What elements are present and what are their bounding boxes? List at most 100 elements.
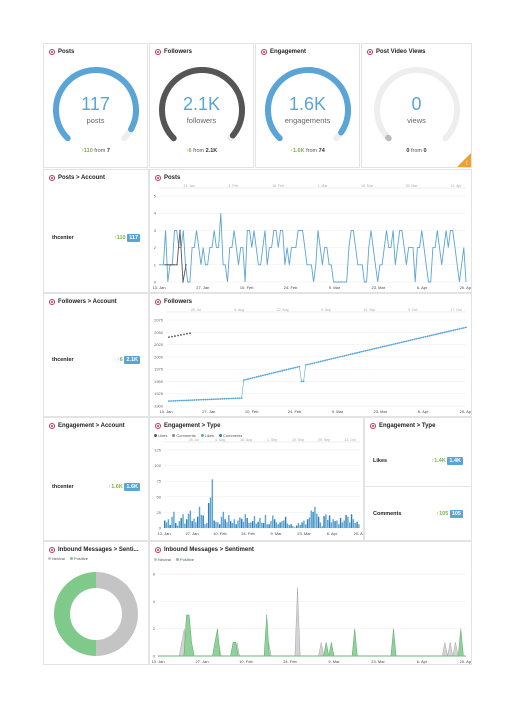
- y-tick-label: 1: [154, 262, 157, 267]
- y-tick-label: 50: [157, 494, 162, 499]
- data-point: [439, 332, 442, 335]
- chart-legend[interactable]: Neutral Positive: [48, 556, 88, 561]
- instagram-icon: [370, 423, 376, 429]
- followers-line-chart[interactable]: 1900 1925 1950 1975 2000 2025 2050 2075 13. Jan 2…: [150, 308, 471, 416]
- legend-item[interactable]: Likes: [200, 433, 215, 438]
- data-point: [437, 332, 440, 335]
- bar: [297, 523, 300, 528]
- x-tick-label: 10. Feb: [240, 285, 254, 290]
- bar: [231, 523, 234, 528]
- posts-line-chart[interactable]: 0 1 2 3 4 5 13. Jan 27. Jan 10. Feb 24. Feb 9. Mar…: [150, 184, 471, 292]
- delta-value: ↑1.6K: [108, 484, 123, 490]
- top-tick-label: 17. Oct: [450, 308, 461, 312]
- bar: [292, 526, 294, 528]
- data-point: [336, 356, 339, 359]
- y-tick-label: 2075: [154, 318, 164, 323]
- data-point: [428, 334, 431, 337]
- posts-account-panel: Posts > Account thcenter ↑110 117: [43, 169, 149, 293]
- data-point: [187, 399, 190, 402]
- data-point: [202, 398, 205, 401]
- x-tick-label: 13. Jan: [157, 531, 170, 536]
- y-tick-label: 0: [154, 280, 157, 285]
- gauge-delta: ↑6: [185, 148, 192, 154]
- data-point: [219, 398, 222, 400]
- posts-gauge-card[interactable]: Posts 117 posts ↑110 from 7: [43, 43, 148, 168]
- y-tick-label: 4: [153, 599, 156, 604]
- data-point: [415, 337, 418, 340]
- sentiment-area-chart[interactable]: 0 2 4 6 13. Jan 27. Jan 10. Feb 24. Feb 9. Mar 23…: [150, 564, 471, 665]
- x-tick-label: 13. Jan: [151, 659, 164, 664]
- legend-item[interactable]: Likes: [154, 433, 167, 438]
- gauge-from-label: from: [411, 148, 422, 154]
- bar: [270, 521, 272, 528]
- data-point: [204, 398, 207, 401]
- gauge-fill: [384, 134, 392, 142]
- legend-item[interactable]: Comments: [219, 433, 242, 438]
- type-likes-label[interactable]: Likes: [373, 458, 388, 464]
- bar: [239, 517, 241, 528]
- bar: [174, 523, 177, 528]
- y-tick-label: 3: [154, 228, 157, 233]
- series-line-previous: [165, 230, 187, 283]
- data-point: [212, 398, 215, 401]
- warning-corner-icon[interactable]: !: [457, 153, 471, 167]
- data-point: [420, 336, 423, 339]
- instagram-icon: [49, 175, 55, 181]
- followers-gauge-card[interactable]: Followers 2.1K followers ↑6 from 2.1K: [149, 43, 254, 168]
- bar: [286, 523, 289, 528]
- top-tick-label: 8. Aug: [234, 308, 244, 312]
- top-tick-label: 4. Aug: [215, 438, 225, 442]
- video-views-gauge-card[interactable]: ! Post Video Views 0 views 0 from 0: [361, 43, 472, 168]
- legend-item[interactable]: Comments: [172, 433, 196, 438]
- chart-legend[interactable]: Likes Comments Likes Comments: [154, 433, 242, 438]
- area-positive: [158, 614, 466, 657]
- engagement-bar-chart[interactable]: 0 25 50 75 100 125 13. Jan 27. Jan 10. Feb 24. Fe…: [150, 438, 363, 540]
- delta-value: ↑110: [113, 235, 126, 241]
- data-point: [198, 398, 200, 401]
- account-name[interactable]: thcenter: [52, 484, 74, 490]
- bar: [317, 516, 320, 528]
- bar: [314, 506, 316, 528]
- account-values: ↑1.6K 1.6K: [108, 483, 140, 491]
- divider: [365, 486, 471, 487]
- chart-legend[interactable]: Neutral Positive: [154, 557, 194, 562]
- engagement-type-chart-panel: Engagement > Type Likes Comments Likes C…: [149, 417, 364, 541]
- legend-item[interactable]: Neutral: [48, 556, 65, 561]
- bar: [182, 514, 184, 528]
- bar: [295, 525, 298, 528]
- bar: [209, 497, 212, 528]
- engagement-gauge-card[interactable]: Engagement 1.6K engagements ↑1.6K from 74: [255, 43, 360, 168]
- legend-label: Comments: [223, 433, 243, 438]
- y-tick-label: 5: [154, 194, 157, 199]
- data-point: [245, 378, 247, 381]
- legend-item[interactable]: Positive: [175, 557, 194, 562]
- gauge-title-row: Engagement: [261, 49, 306, 55]
- gauge-delta: 0: [406, 148, 410, 154]
- top-tick-label: 22. Aug: [277, 308, 289, 312]
- type-comments-label[interactable]: Comments: [373, 511, 402, 517]
- instagram-icon: [155, 423, 161, 429]
- data-point: [341, 355, 343, 358]
- legend-item[interactable]: Positive: [69, 556, 88, 561]
- x-tick-label: 10. Feb: [245, 409, 259, 414]
- sentiment-donut-chart[interactable]: [44, 564, 148, 664]
- bar: [266, 524, 269, 528]
- account-name[interactable]: thcenter: [52, 235, 74, 241]
- bar: [328, 515, 331, 528]
- bar: [220, 516, 223, 528]
- legend-item[interactable]: Neutral: [154, 557, 171, 562]
- data-point: [170, 400, 173, 402]
- data-point: [180, 399, 183, 402]
- bar: [275, 522, 278, 528]
- account-name[interactable]: thcenter: [52, 357, 74, 363]
- legend-label: Likes: [204, 433, 215, 438]
- bar: [257, 521, 259, 528]
- data-point: [454, 328, 457, 331]
- data-point: [411, 338, 414, 341]
- bar: [217, 522, 219, 528]
- bar: [187, 513, 190, 528]
- data-point: [268, 372, 271, 375]
- followers-chart-panel: Followers 1900 1925 1950 1975 2000 2025 2050 20…: [149, 293, 472, 417]
- data-point: [373, 347, 376, 350]
- gauge-value: 1.6K: [288, 94, 327, 114]
